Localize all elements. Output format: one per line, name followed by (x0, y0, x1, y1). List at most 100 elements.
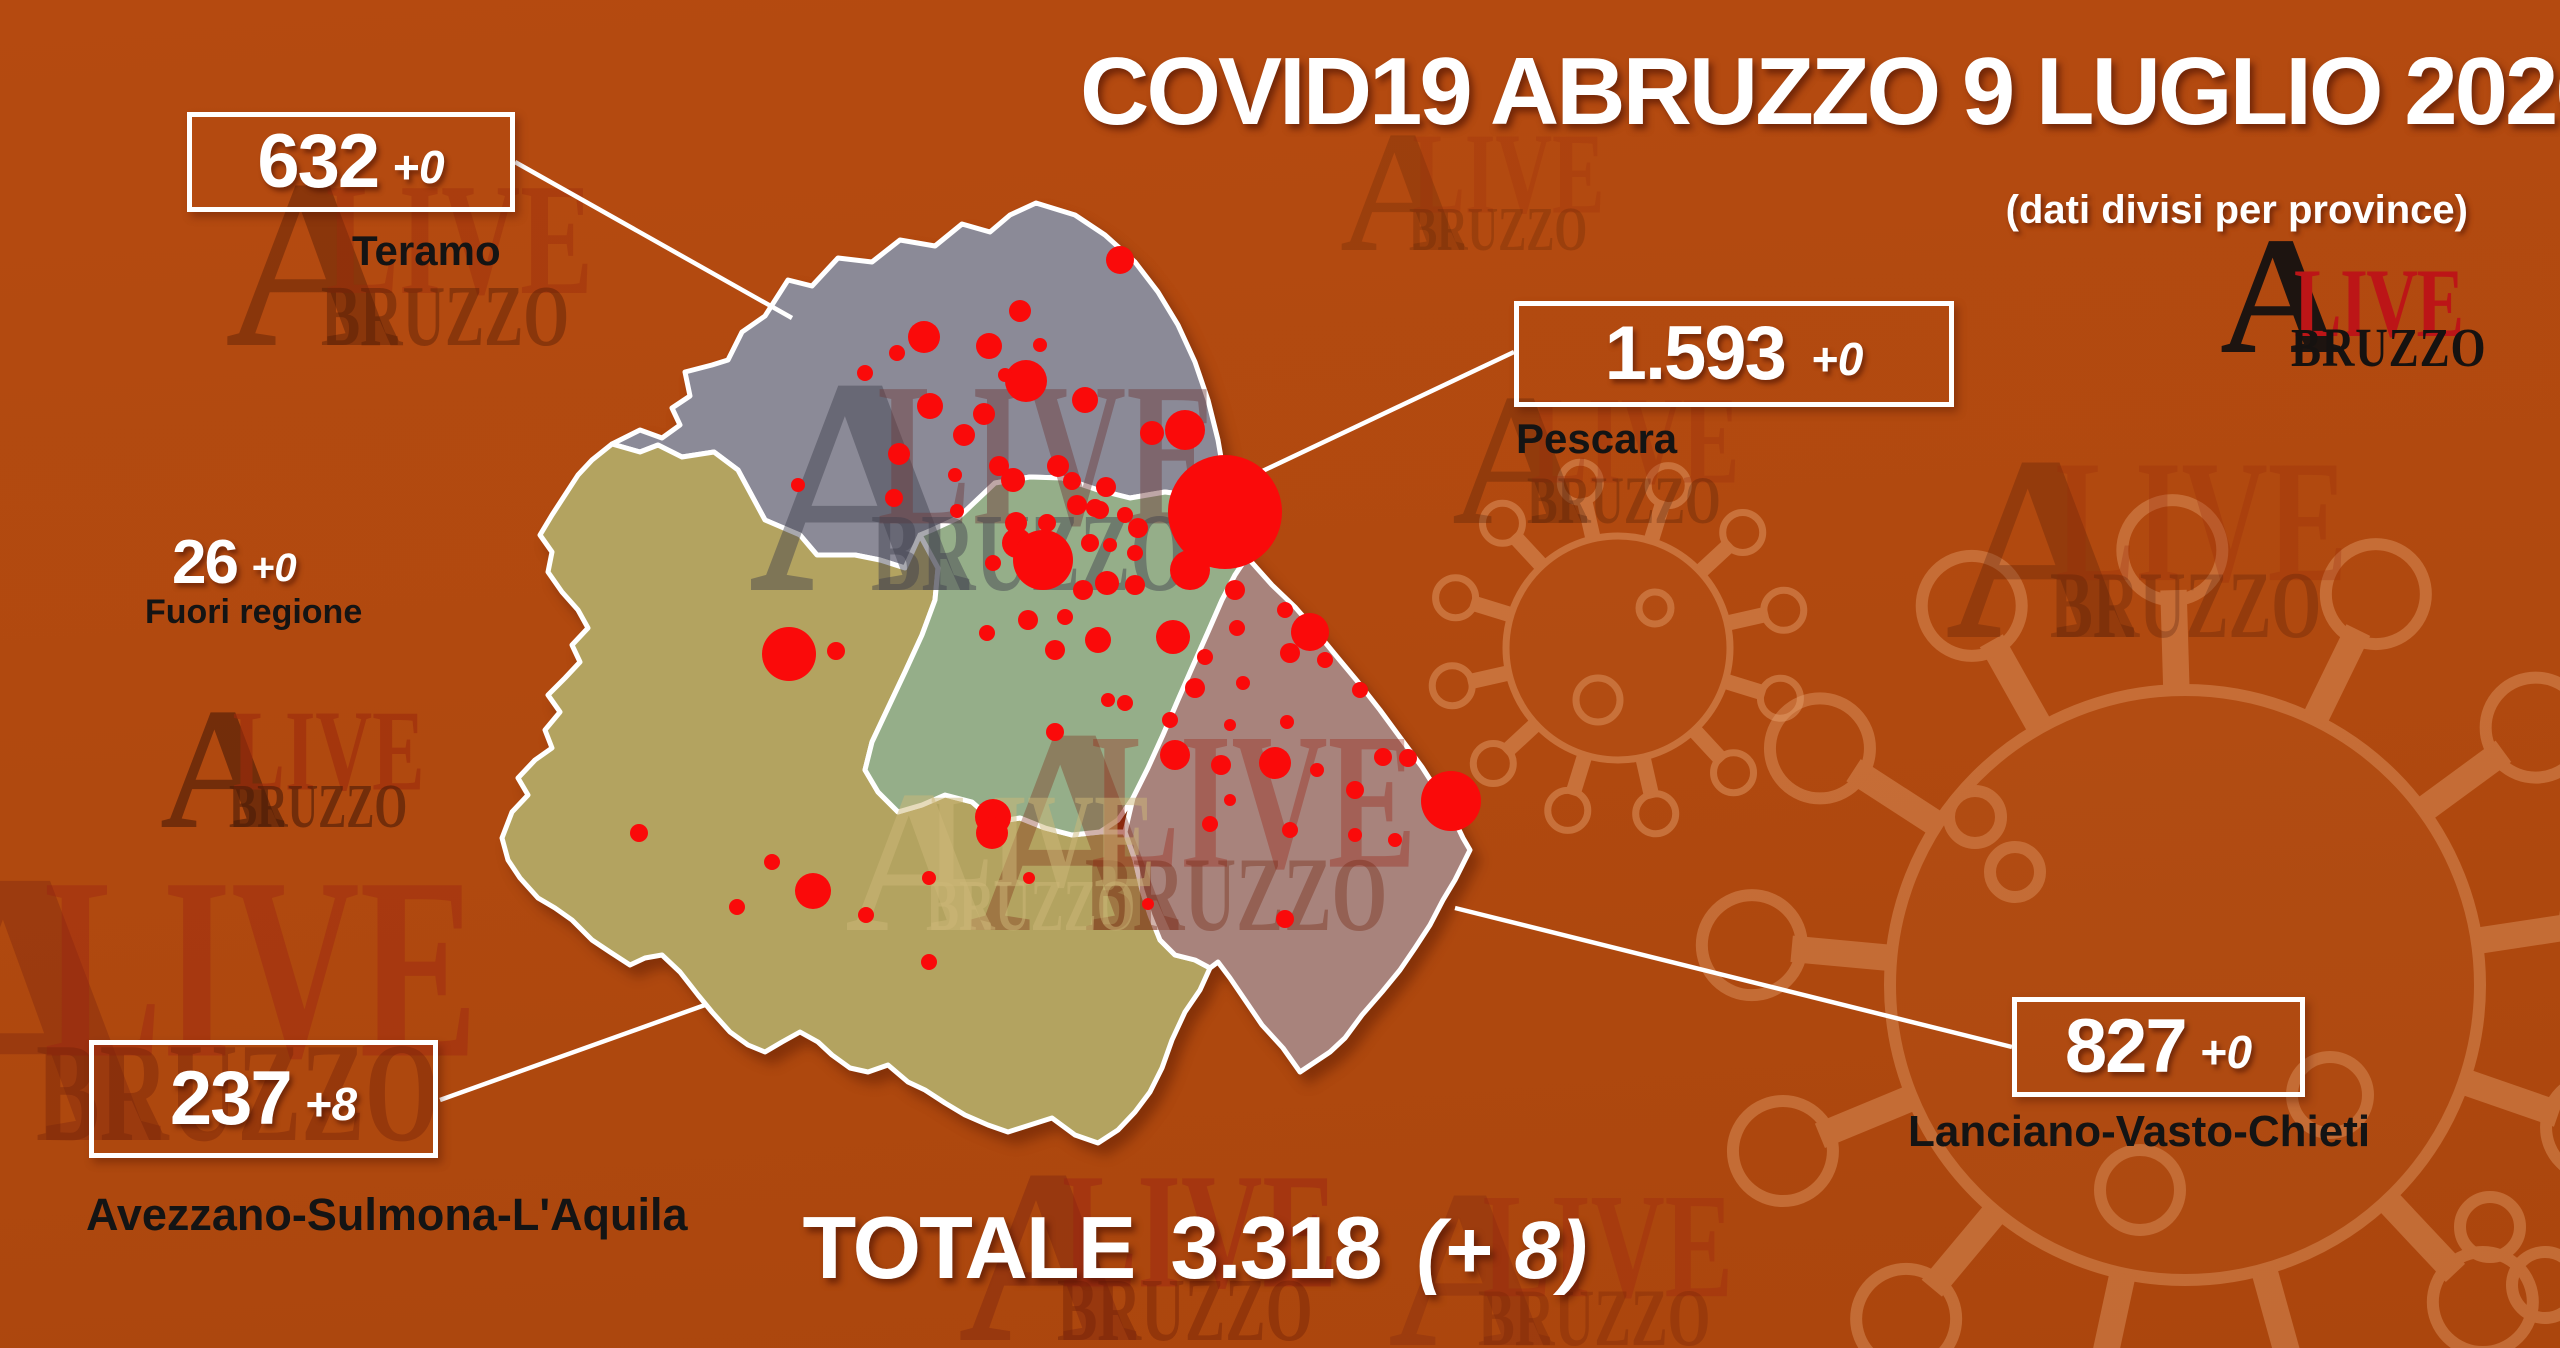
virus-spike-knob (1726, 1095, 1839, 1208)
logo-word-bruzzo: BRUZZO (2291, 317, 2487, 378)
virus-spike (1846, 759, 1945, 836)
case-dot (1005, 512, 1027, 534)
stat-label-lanciano: Lanciano-Vasto-Chieti (1908, 1107, 2371, 1156)
virus-spike-knob (1719, 508, 1767, 556)
virus-crater (1984, 841, 2046, 903)
watermark-letter-a: A (160, 672, 285, 865)
case-dot (1063, 472, 1081, 490)
case-dot (1224, 794, 1236, 806)
case-dot (1140, 421, 1164, 445)
case-dot (1310, 763, 1324, 777)
case-dot (1038, 514, 1056, 532)
watermark-word-live: LIVE (1412, 111, 1604, 238)
virus-crater (1635, 588, 1675, 628)
case-dot (889, 345, 905, 361)
case-dot (1229, 620, 1245, 636)
stat-label-pescara: Pescara (1516, 415, 1678, 462)
case-dot (1280, 715, 1294, 729)
total-label: TOTALE (802, 1198, 1137, 1297)
virus-spike-knob (2540, 1084, 2560, 1171)
stat-delta-teramo: +0 (392, 141, 445, 193)
stat-box-pescara: 1.593 +0 (1514, 301, 1954, 407)
case-dot (1117, 695, 1133, 711)
case-dot (630, 824, 648, 842)
watermark-word-bruzzo: BRUZZO (321, 267, 569, 364)
stat-delta-pescara: +0 (1810, 333, 1864, 385)
virus-spike (1694, 537, 1737, 578)
virus-crater (2094, 1144, 2186, 1236)
virus-spike (2251, 1265, 2300, 1348)
virus-spike-knob (1915, 549, 2028, 662)
case-dot (857, 365, 873, 381)
case-dot (976, 817, 1008, 849)
case-dot (729, 899, 745, 915)
callout-line (513, 160, 794, 320)
case-dot (1224, 719, 1236, 731)
case-dot (1202, 816, 1218, 832)
virus-spike (1643, 498, 1671, 544)
watermark-word-bruzzo: BRUZZO (1409, 194, 1587, 264)
virus-spike (2414, 740, 2512, 822)
case-dot (917, 393, 943, 419)
virus-spike (1814, 1085, 1918, 1148)
case-dot (1067, 495, 1087, 515)
case-dot (1211, 755, 1231, 775)
virus-spike (1688, 724, 1729, 767)
stat-value-lanciano: 827 (2064, 1004, 2188, 1089)
case-dot (950, 504, 964, 518)
case-dot (985, 555, 1001, 571)
case-dot (1013, 530, 1073, 590)
case-dot (1001, 468, 1025, 492)
watermark-word-live: LIVE (1091, 694, 1417, 910)
case-dot (989, 456, 1009, 476)
virus-spike (1576, 496, 1601, 541)
virus-spike (1921, 1202, 2007, 1297)
stat-box-lanciano: 827 +0 (2012, 997, 2305, 1097)
case-dot (1085, 627, 1111, 653)
watermark-word-live: LIVE (1531, 372, 1740, 510)
case-dot (1374, 748, 1392, 766)
case-dot (1142, 898, 1154, 910)
virus-icon (1695, 494, 2560, 1348)
watermark-word-bruzzo: BRUZZO (1085, 835, 1387, 953)
watermark-word-bruzzo: BRUZZO (1527, 462, 1721, 538)
case-dot (1096, 477, 1116, 497)
case-dot (1128, 518, 1148, 538)
watermark-word-live: LIVE (232, 688, 424, 815)
case-dot (1073, 580, 1093, 600)
case-dot (1185, 678, 1205, 698)
case-dot (1162, 712, 1178, 728)
virus-crater (2506, 1246, 2560, 1324)
virus-spike-knob (2426, 1246, 2539, 1348)
case-dot (921, 954, 937, 970)
stat-delta-fuori-regione: +0 (250, 546, 297, 590)
virus-spike (2459, 1069, 2560, 1127)
case-dot (1225, 580, 1245, 600)
virus-spike-knob (1763, 692, 1876, 805)
virus-body (1884, 684, 2486, 1286)
watermark-letter-a: A (1340, 95, 1465, 288)
case-dot (1317, 652, 1333, 668)
case-dot (1127, 545, 1143, 561)
case-dot (1156, 620, 1190, 654)
case-dot (1101, 693, 1115, 707)
case-dot (1276, 910, 1294, 928)
watermark-letter-a: A (1388, 1143, 1552, 1348)
virus-body (1502, 532, 1734, 764)
case-dot (953, 424, 975, 446)
watermark-word-bruzzo: BRUZZO (1478, 1272, 1711, 1348)
case-dot (1047, 455, 1069, 477)
total-delta: (+ 8) (1416, 1205, 1588, 1296)
virus-spike (2160, 589, 2190, 691)
case-dot (1170, 550, 1210, 590)
stat-box-avezzano: 237 +8 (89, 1040, 438, 1158)
case-dot (1009, 300, 1031, 322)
virus-spike (1468, 595, 1514, 623)
stat-value-fuori-regione: 26 (172, 528, 239, 597)
